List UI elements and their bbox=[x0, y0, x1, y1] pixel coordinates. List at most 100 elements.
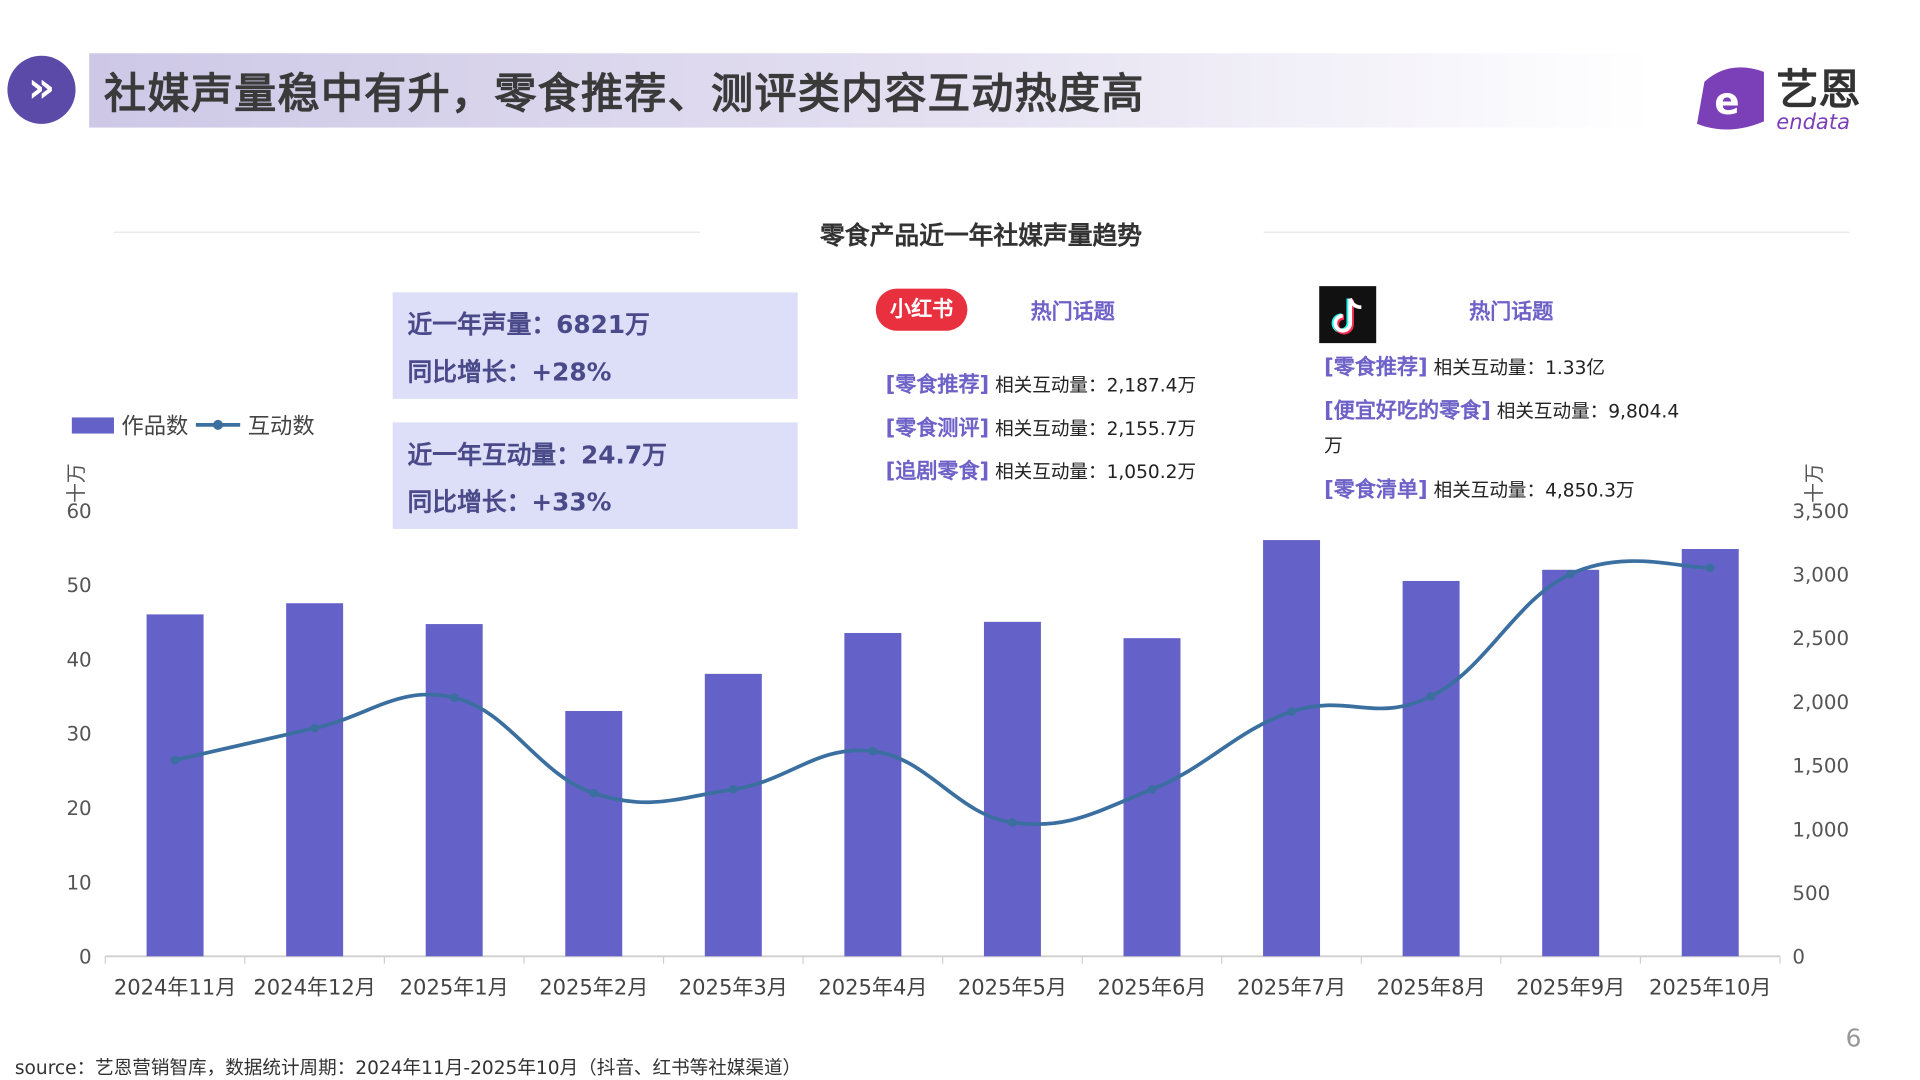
douyin-topic: [便宜好吃的零食] 相关互动量：9,804.4 bbox=[1324, 393, 1679, 424]
topic-tag: [零食测评] bbox=[885, 416, 990, 441]
stat-line: 同比增长：+28% bbox=[407, 356, 612, 387]
y-right-tick-label: 3,500 bbox=[1792, 500, 1849, 523]
x-tick-label: 2025年2月 bbox=[539, 975, 648, 1000]
logo-cn: 艺恩 bbox=[1776, 65, 1860, 114]
engagement-stat-box: 近一年互动量：24.7万 同比增长：+33% bbox=[392, 422, 798, 529]
topic-tag: [零食推荐] bbox=[1324, 355, 1428, 381]
line-point bbox=[868, 746, 878, 756]
douyin-topic: [零食推荐] 相关互动量：1.33亿 bbox=[1324, 349, 1606, 381]
topic-value: 相关互动量：4,850.3万 bbox=[1433, 479, 1635, 502]
line-point bbox=[1287, 707, 1296, 716]
bar bbox=[704, 673, 762, 957]
y-left-tick-label: 20 bbox=[66, 797, 91, 820]
line-point bbox=[1426, 692, 1436, 701]
y-left-tick-label: 60 bbox=[66, 500, 91, 523]
legend-bar-swatch bbox=[71, 416, 114, 433]
y-right-tick-label: 0 bbox=[1792, 946, 1805, 969]
stat-line: 同比增长：+33% bbox=[407, 486, 612, 517]
topic-tag: [便宜好吃的零食] bbox=[1324, 398, 1491, 424]
bar bbox=[1681, 548, 1739, 957]
x-tick-label: 2025年1月 bbox=[400, 975, 509, 1000]
bar bbox=[565, 711, 623, 957]
stat-line: 近一年声量：6821万 bbox=[407, 309, 650, 340]
bar bbox=[1402, 580, 1460, 957]
douyin-heading: 热门话题 bbox=[1469, 299, 1554, 325]
y-left-tick-label: 30 bbox=[66, 723, 91, 746]
y-right-unit-label: 十万 bbox=[1803, 463, 1826, 503]
line-point bbox=[170, 755, 180, 765]
line-point bbox=[1705, 563, 1715, 573]
x-tick-label: 2025年6月 bbox=[1097, 975, 1206, 1000]
topic-tag: [追剧零食] bbox=[885, 459, 990, 485]
bar bbox=[1542, 569, 1600, 957]
volume-stat-box: 近一年声量：6821万 同比增长：+28% bbox=[392, 292, 798, 399]
y-left-tick-label: 10 bbox=[66, 871, 91, 894]
xhs-heading: 热门话题 bbox=[1030, 299, 1115, 325]
chevron-right-icon: » bbox=[7, 55, 76, 124]
topic-value: 相关互动量：1.33亿 bbox=[1433, 356, 1606, 380]
svg-text:e: e bbox=[1714, 80, 1739, 123]
x-tick-label: 2025年4月 bbox=[818, 975, 927, 1000]
page-number: 6 bbox=[1845, 1023, 1862, 1053]
y-right-tick-label: 2,000 bbox=[1792, 691, 1849, 714]
divider bbox=[1263, 231, 1850, 233]
line-point bbox=[589, 788, 599, 798]
page-title: 社媒声量稳中有升，零食推荐、测评类内容互动热度高 bbox=[104, 69, 1145, 119]
source-note: source：艺恩营销智库，数据统计周期：2024年11月-2025年10月（抖… bbox=[14, 1056, 802, 1079]
y-left-tick-label: 0 bbox=[79, 946, 92, 969]
topic-value: 相关互动量：2,187.4万 bbox=[995, 374, 1197, 397]
endata-logo: e 艺恩 endata bbox=[1692, 59, 1878, 134]
y-right-tick-label: 2,500 bbox=[1792, 627, 1849, 650]
divider bbox=[113, 231, 700, 233]
bar bbox=[146, 614, 204, 957]
series-line bbox=[174, 559, 1711, 827]
tiktok-note-icon bbox=[1331, 297, 1362, 335]
douyin-topic: [零食清单] 相关互动量：4,850.3万 bbox=[1324, 472, 1634, 503]
bar bbox=[983, 621, 1041, 957]
xhs-topic: [零食测评] 相关互动量：2,155.7万 bbox=[886, 410, 1196, 441]
line-point bbox=[1566, 569, 1576, 579]
xiaohongshu-logo: 小红书 bbox=[875, 288, 968, 331]
stat-line: 近一年互动量：24.7万 bbox=[407, 439, 667, 470]
legend-label: 作品数 bbox=[121, 413, 189, 440]
y-right-tick-label: 1,000 bbox=[1792, 818, 1849, 841]
title-bar bbox=[89, 53, 1650, 128]
chart-title: 零食产品近一年社媒声量趋势 bbox=[820, 220, 1143, 251]
x-tick-label: 2024年12月 bbox=[253, 975, 375, 1000]
xhs-topic: [零食推荐] 相关互动量：2,187.4万 bbox=[886, 367, 1196, 398]
line-point bbox=[1147, 785, 1157, 794]
topic-value-cont: 万 bbox=[1324, 434, 1343, 458]
bar bbox=[844, 632, 902, 957]
line-point bbox=[310, 723, 319, 733]
bar bbox=[286, 603, 344, 957]
line-point bbox=[728, 785, 738, 794]
x-tick-label: 2025年10月 bbox=[1649, 975, 1771, 1000]
legend-label: 互动数 bbox=[247, 413, 315, 440]
topic-value: 相关互动量：1,050.2万 bbox=[995, 460, 1197, 484]
bar bbox=[425, 624, 483, 957]
x-tick-label: 2025年9月 bbox=[1516, 975, 1625, 1000]
bar bbox=[1263, 540, 1321, 957]
line-point bbox=[1008, 818, 1017, 827]
douyin-logo bbox=[1319, 286, 1377, 344]
y-right-tick-label: 500 bbox=[1792, 882, 1830, 905]
topic-tag: [零食清单] bbox=[1324, 478, 1428, 503]
y-left-unit-label: 十万 bbox=[65, 463, 88, 503]
line-point bbox=[449, 693, 459, 702]
y-right-tick-label: 1,500 bbox=[1792, 755, 1849, 778]
topic-value: 相关互动量：9,804.4 bbox=[1496, 400, 1680, 423]
legend: 作品数 互动数 bbox=[71, 409, 315, 441]
logo-en: endata bbox=[1776, 109, 1850, 134]
x-tick-label: 2025年5月 bbox=[958, 975, 1067, 1000]
topic-value: 相关互动量：2,155.7万 bbox=[995, 417, 1197, 440]
x-tick-label: 2025年8月 bbox=[1377, 975, 1486, 1000]
y-left-tick-label: 40 bbox=[66, 648, 91, 671]
y-left-tick-label: 50 bbox=[66, 574, 91, 597]
legend-line-swatch bbox=[195, 419, 241, 430]
x-tick-label: 2025年3月 bbox=[679, 975, 788, 1000]
x-tick-label: 2024年11月 bbox=[114, 975, 236, 1000]
y-right-tick-label: 3,000 bbox=[1792, 563, 1849, 586]
xhs-topic: [追剧零食] 相关互动量：1,050.2万 bbox=[885, 453, 1197, 485]
